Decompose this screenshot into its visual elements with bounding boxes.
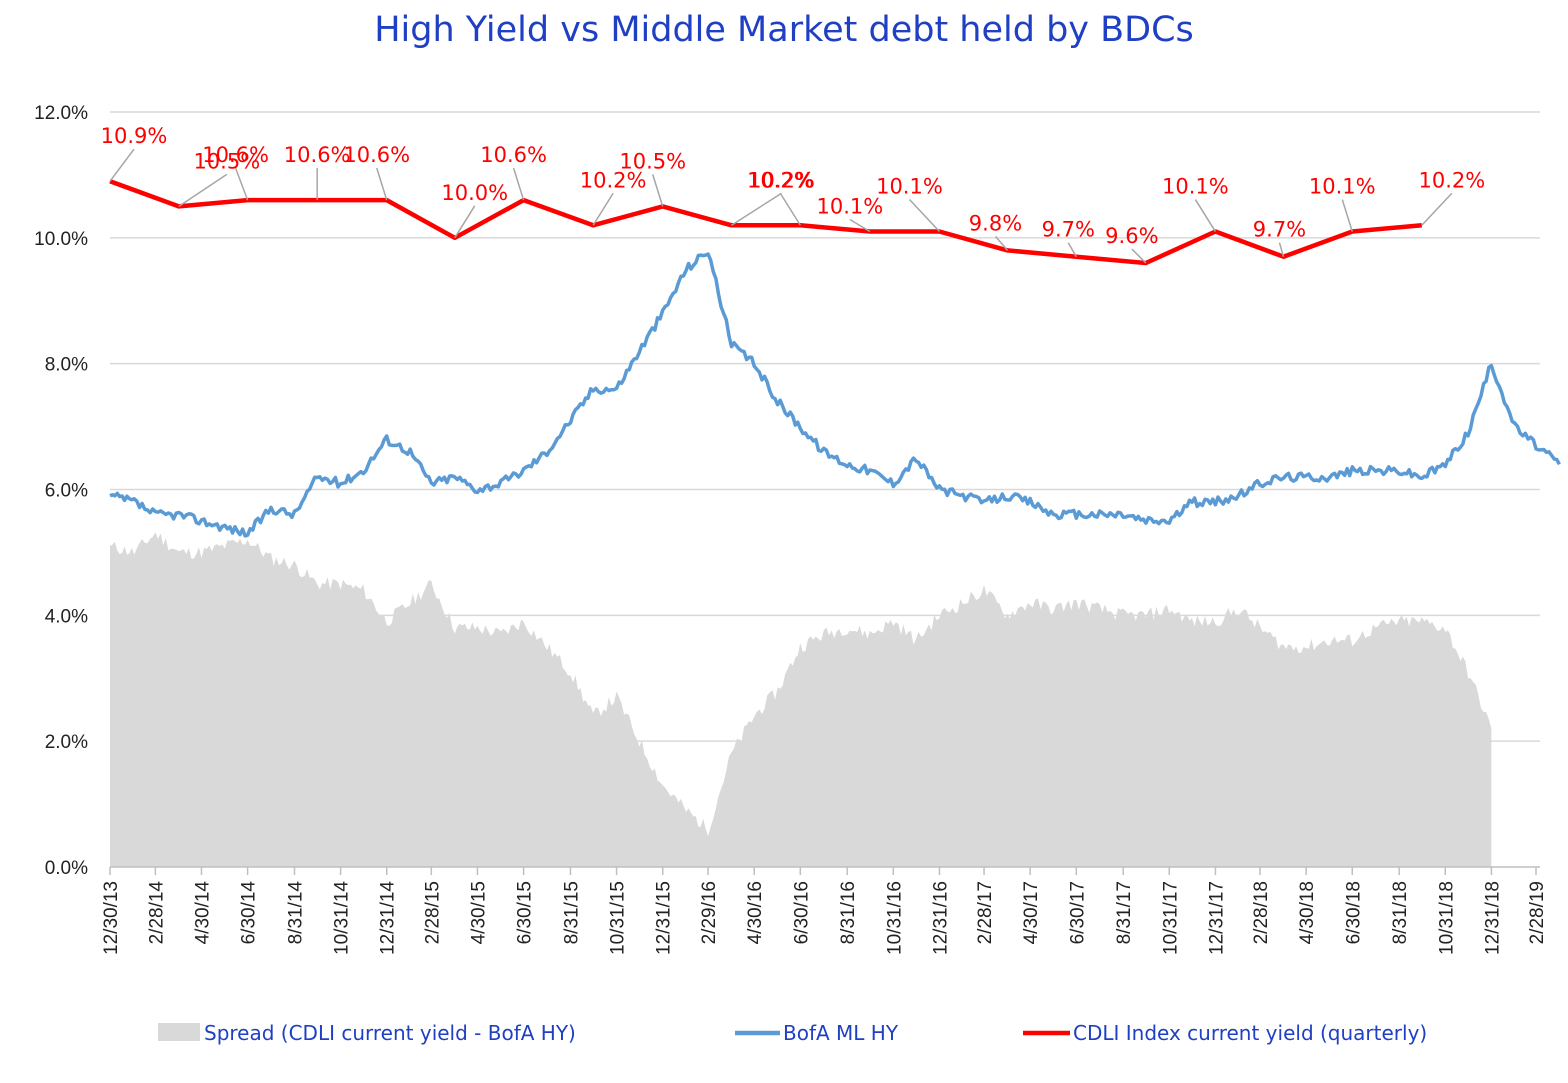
x-tick-label: 10/31/15 <box>608 881 629 955</box>
x-tick-label: 8/31/17 <box>1114 881 1135 944</box>
cdli-line-layer <box>109 179 1422 266</box>
x-tick-label: 12/31/16 <box>930 881 951 955</box>
data-label-leader <box>1194 199 1217 232</box>
y-tick-label: 2.0% <box>45 732 88 753</box>
x-tick-label: 6/30/18 <box>1343 881 1364 944</box>
data-label-leader <box>512 167 525 201</box>
x-tick-label: 6/30/16 <box>791 881 812 944</box>
spread-area <box>110 532 1492 867</box>
x-tick-label: 4/30/18 <box>1297 881 1318 944</box>
legend-label-spread: Spread (CDLI current yield - BofA HY) <box>204 1021 576 1045</box>
data-label-leader <box>109 148 135 182</box>
data-label-leader <box>1421 192 1453 226</box>
data-label-leader <box>849 218 871 233</box>
legend-swatch-spread <box>158 1023 200 1041</box>
y-tick-label: 4.0% <box>45 606 88 627</box>
x-tick-label: 8/31/18 <box>1390 881 1411 944</box>
x-tick-label: 2/28/18 <box>1251 881 1272 944</box>
cdli-data-label: 10.9% <box>101 124 168 148</box>
x-tick-label: 12/31/17 <box>1206 881 1227 955</box>
cdli-data-label: 9.7% <box>1253 218 1306 242</box>
x-tick-label: 4/30/15 <box>469 881 490 944</box>
y-tick-label: 0.0% <box>45 858 88 879</box>
y-tick-label: 12.0% <box>34 103 88 124</box>
x-tick-label: 2/28/14 <box>146 881 167 945</box>
x-tick-label: 12/30/13 <box>101 881 122 955</box>
data-label-leader <box>1341 199 1353 232</box>
legend-label-cdli: CDLI Index current yield (quarterly) <box>1073 1021 1427 1045</box>
hy-line-layer <box>109 252 1561 538</box>
x-tick-label: 8/31/15 <box>562 881 583 944</box>
data-label-leader <box>651 174 664 207</box>
data-label-leader <box>1131 248 1147 264</box>
data-label-leader <box>1278 242 1285 257</box>
y-tick-label: 6.0% <box>45 481 88 502</box>
x-tick-label: 10/31/16 <box>884 881 905 955</box>
cdli-data-label: 9.7% <box>1042 218 1095 242</box>
cdli-data-label: 10.1% <box>817 195 884 219</box>
data-label-leader <box>1067 242 1077 258</box>
cdli-data-label: 10.6% <box>343 143 410 167</box>
x-tick-label: 8/31/16 <box>838 881 859 944</box>
x-tick-label: 2/28/17 <box>975 881 996 944</box>
x-tick-label: 2/28/15 <box>422 881 443 944</box>
x-tick-label: 12/31/18 <box>1482 881 1503 955</box>
legend: Spread (CDLI current yield - BofA HY) Bof… <box>158 1021 1427 1045</box>
cdli-line <box>109 179 1422 266</box>
cdli-data-label: 10.1% <box>876 175 943 199</box>
y-tick-label: 8.0% <box>45 355 88 376</box>
cdli-data-label: 10.5% <box>193 149 260 173</box>
x-tick-label: 4/30/17 <box>1021 881 1042 944</box>
data-label-leader <box>234 167 249 201</box>
y-tick-label: 10.0% <box>34 229 88 250</box>
x-tick-label: 4/30/14 <box>193 881 214 945</box>
cdli-data-label: 10.1% <box>1309 175 1376 199</box>
x-tick-label: 10/31/18 <box>1436 881 1457 955</box>
data-label-leader <box>994 235 1009 251</box>
data-label-leader <box>731 192 782 226</box>
cdli-data-label: 10.2% <box>748 168 815 192</box>
x-tick-label: 10/31/17 <box>1160 881 1181 955</box>
axis-layer: 0.0% 2.0% 4.0% 6.0% 8.0% 10.0% 12.0% 12/30/13 2/… <box>34 103 1548 955</box>
data-label-leader <box>376 167 388 201</box>
cdli-data-label: 10.6% <box>480 143 547 167</box>
cdli-data-label: 9.6% <box>1105 224 1158 248</box>
x-tick-label: 6/30/15 <box>515 881 536 944</box>
x-tick-label: 12/31/15 <box>654 881 675 955</box>
cdli-data-label: 10.5% <box>619 149 686 173</box>
chart-title: High Yield vs Middle Market debt held by… <box>374 10 1194 50</box>
legend-label-hy: BofA ML HY <box>783 1021 899 1045</box>
x-tick-label: 4/30/16 <box>745 881 766 944</box>
x-tick-label: 12/31/14 <box>378 881 399 955</box>
cdli-data-label: 9.8% <box>969 211 1022 235</box>
spread-area-layer <box>110 532 1492 867</box>
hy-line <box>109 252 1561 538</box>
x-tick-label: 6/30/14 <box>239 881 260 945</box>
cdli-data-label: 10.2% <box>747 168 814 192</box>
x-tick-label: 2/29/16 <box>699 881 720 944</box>
cdli-data-label: 10.1% <box>1162 175 1229 199</box>
cdli-data-label: 10.2% <box>580 168 647 192</box>
data-label-layer: 10.9%10.5%10.6% 10.6%10.6%10.0%10.6%10.2%… <box>101 124 1485 264</box>
x-tick-label: 8/31/14 <box>286 881 307 945</box>
data-label-leader <box>178 173 228 207</box>
data-label-leader <box>779 192 801 226</box>
x-tick-label: 6/30/17 <box>1067 881 1088 944</box>
cdli-data-label: 10.2% <box>1418 168 1485 192</box>
data-label-leader <box>908 199 940 233</box>
x-tick-label: 2/28/19 <box>1527 881 1548 944</box>
data-label-leader <box>454 205 476 239</box>
x-tick-label: 10/31/14 <box>332 881 353 955</box>
cdli-data-label: 10.6% <box>284 143 351 167</box>
cdli-data-label: 10.6% <box>202 143 269 167</box>
cdli-data-label: 10.0% <box>441 181 508 205</box>
data-label-leader <box>592 192 614 226</box>
